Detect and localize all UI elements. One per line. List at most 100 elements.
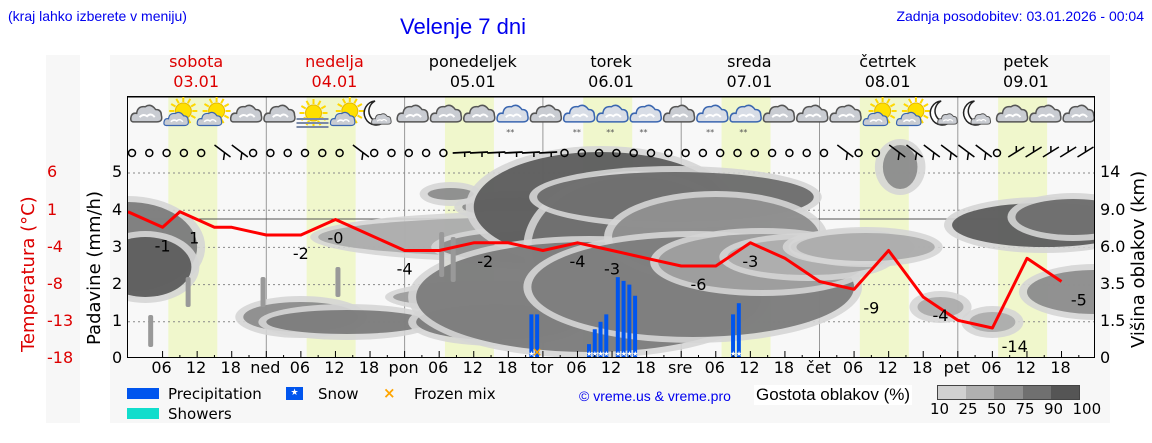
day-name: petek [1003,52,1049,71]
calm-wind-icon [439,148,448,158]
snow-cloud-icon: ** [696,104,729,137]
cloud-height-tick: 3.5 [1100,274,1126,293]
credit-link[interactable]: © vreme.us & vreme.pro [579,388,731,404]
precipitation-bar [615,277,620,357]
cloud-density-tick: 75 [1015,400,1035,418]
page-title: Velenje 7 dni [400,14,526,39]
moon-cloud-icon [962,100,992,126]
wind-barb-icon [888,144,906,158]
cloud-density-area [266,310,428,334]
calm-wind-icon [802,148,811,158]
day-date: 03.01 [173,72,220,91]
day-name: torek [590,52,632,71]
wind-barb-icon [504,151,523,154]
precipitation-bar [587,344,591,357]
temperature-label: -5 [1071,291,1087,310]
calm-wind-icon [629,148,638,158]
calm-wind-icon [560,148,569,158]
temperature-tick: -18 [47,348,74,367]
calm-wind-icon [335,148,344,158]
svg-text:**: ** [640,128,648,137]
calm-wind-icon [369,148,379,158]
moon-cloud-icon [363,100,392,126]
calm-wind-icon [387,148,396,158]
temperature-label: -2 [477,252,493,271]
wind-barb-icon [836,144,854,158]
x-tick: sre [667,358,693,377]
cloud-density-tick: 10 [930,400,950,418]
calm-wind-icon [300,148,310,158]
x-tick: 12 [600,358,622,377]
partly-sunny-icon [895,97,930,127]
temperature-label: -9 [863,298,879,317]
wind-barb-icon [923,144,941,158]
x-tick: čet [806,358,831,377]
day-header: sreda 07.01 [689,52,809,92]
temperature-axis-title: Temperatura (°C) [18,196,39,352]
cloud-density-area [796,233,935,261]
precipitation-bar [621,280,626,357]
wind-barb-icon [521,151,540,154]
svg-text:★: ★ [528,350,534,358]
cloud-density-tick: 25 [958,400,978,418]
day-header: petek 09.01 [966,52,1086,92]
wind-barb-icon [231,144,249,158]
svg-text:★: ★ [603,350,609,358]
cloudy-icon [463,104,496,123]
snow-cloud-icon: ** [562,104,596,137]
day-date: 04.01 [311,72,358,91]
temperature-label: -4 [933,306,949,325]
precipitation-axis-title: Padavine (mm/h) [84,191,105,345]
calm-wind-icon [577,148,587,158]
last-update: Zadnja posodobitev: 03.01.2026 - 00:04 [896,8,1144,24]
forecast-plot: ★ × ★ ★ ★ ★ ★ ★ ★ ★ ★ ★ -1 1 -2 -0 -4 -2 -4 -3 -6 -3 -9 -4 -14 -5… [127,96,1095,358]
calm-wind-icon [266,148,275,158]
x-tick: 18 [497,358,518,377]
cloud-density-area [128,237,192,297]
x-tick: 06 [427,358,449,377]
x-tick: 12 [877,358,898,377]
day-date: 06.01 [588,72,634,91]
x-tick: 06 [289,358,311,377]
day-date: 07.01 [726,72,773,91]
precipitation-tick: 4 [112,200,123,219]
cloudy-icon [796,104,829,123]
cloudy-icon [529,104,563,123]
cloudy-icon [1062,104,1094,123]
calm-wind-icon [681,148,690,158]
partly-sunny-icon [329,97,364,127]
cloud-density-tick: 100 [1072,400,1102,418]
x-tick: 18 [773,358,795,377]
frozen-mix-label: Frozen mix [414,385,496,403]
calm-wind-icon [750,148,760,158]
precipitation-tick: 0 [112,348,123,367]
calm-wind-icon [248,148,258,158]
cloudy-icon [396,104,429,123]
cloud-density-title: Gostota oblakov (%) [754,385,913,405]
temperature-tick: 1 [47,200,58,219]
precipitation-tick: 2 [112,274,123,293]
partly-sunny-icon [163,97,198,127]
day-header: torek 06.01 [551,52,671,92]
partly-sunny-icon [196,97,231,127]
x-tick: pet [943,358,970,377]
svg-text:★: ★ [621,350,627,358]
wind-barb-icon [906,144,923,158]
forecast-chart-svg: ★× ★ ★ ★ ★ ★ ★ ★ ★ ★ ★-1 1-2-0-4 -2 -4 -3-6-3-9 -4-14-5… [128,97,1094,358]
snow-icon: ★ [286,387,303,400]
precipitation-bar [731,314,736,357]
cloud-height-tick: 0 [1100,348,1111,367]
temperature-tick: -4 [47,237,63,256]
cloudy-icon [829,104,862,123]
cloudy-icon [995,104,1029,123]
cloud-density-area [1015,199,1094,235]
region-menu-hint[interactable]: (kraj lahko izberete v meniju) [8,8,187,24]
calm-wind-icon [785,148,794,158]
cloudy-icon [1029,104,1062,123]
svg-text:★: ★ [592,350,598,358]
day-header: četrtek 08.01 [828,52,948,92]
temperature-label: -1 [155,236,171,255]
moon-cloud-icon [929,100,958,126]
svg-text:**: ** [706,128,714,137]
svg-text:★: ★ [730,350,736,358]
